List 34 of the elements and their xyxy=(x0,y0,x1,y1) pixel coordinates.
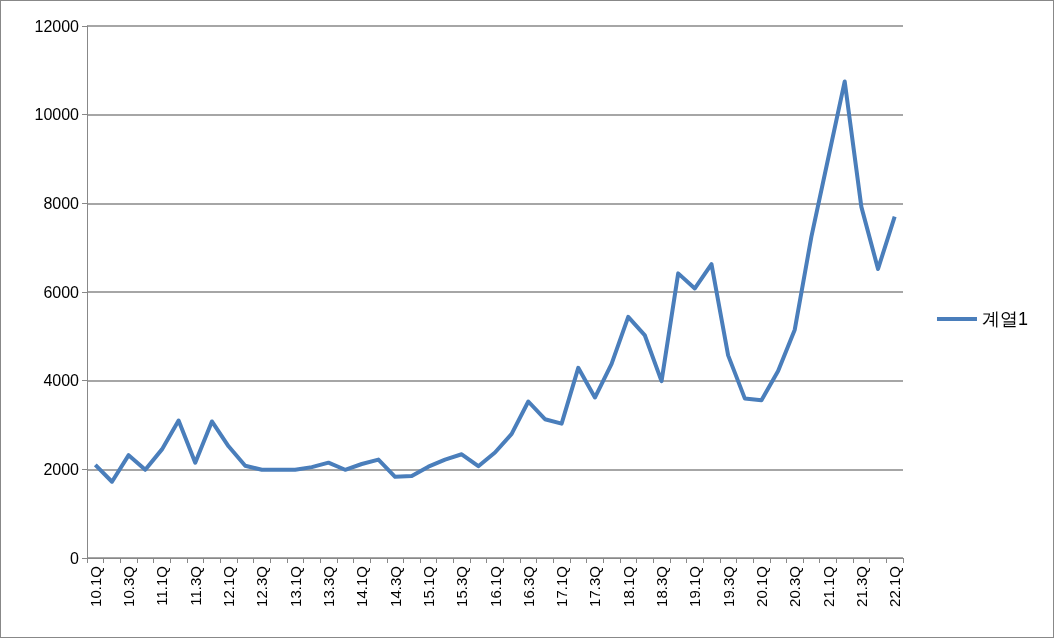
x-tick-label: 19.1Q xyxy=(686,566,704,607)
x-tick-label: 20.3Q xyxy=(786,566,804,607)
x-tick-label: 17.1Q xyxy=(553,566,571,607)
x-tick-label: 12.3Q xyxy=(253,566,271,607)
x-tick-label: 15.1Q xyxy=(419,566,437,607)
x-tick-label: 14.1Q xyxy=(353,566,371,607)
x-tick-label: 21.3Q xyxy=(852,566,870,607)
x-tick-label: 11.3Q xyxy=(186,566,204,606)
y-tick-label: 10000 xyxy=(34,106,80,124)
x-tick-label: 10.1Q xyxy=(86,566,104,607)
x-tick-label: 15.3Q xyxy=(453,566,471,607)
x-tick-label: 22.1Q xyxy=(886,566,904,607)
x-tick-label: 13.3Q xyxy=(319,566,337,607)
x-tick-label: 14.3Q xyxy=(386,566,404,607)
x-tick-label: 16.1Q xyxy=(486,566,504,607)
x-tick-label: 18.3Q xyxy=(653,566,671,607)
y-tick-label: 6000 xyxy=(43,283,80,301)
y-tick-label: 2000 xyxy=(43,460,80,478)
x-tick-label: 10.3Q xyxy=(120,566,138,607)
x-tick-label: 16.3Q xyxy=(519,566,537,607)
y-tick-label: 12000 xyxy=(34,17,80,35)
line-series xyxy=(93,79,897,484)
y-tick-label: 4000 xyxy=(43,372,80,390)
y-tick-label: 0 xyxy=(70,549,80,567)
x-tick-label: 20.1Q xyxy=(752,566,770,607)
x-tick-label: 19.3Q xyxy=(719,566,737,607)
y-tick-label: 8000 xyxy=(43,194,80,212)
x-tick-label: 12.1Q xyxy=(220,566,238,607)
x-tick-label: 18.1Q xyxy=(619,566,637,607)
x-tick-label: 21.1Q xyxy=(819,566,837,607)
legend-label: 계열1 xyxy=(981,309,1028,329)
x-tick-label: 13.1Q xyxy=(286,566,304,607)
x-tick-label: 17.3Q xyxy=(586,566,604,607)
x-tick-label: 11.1Q xyxy=(153,566,171,606)
